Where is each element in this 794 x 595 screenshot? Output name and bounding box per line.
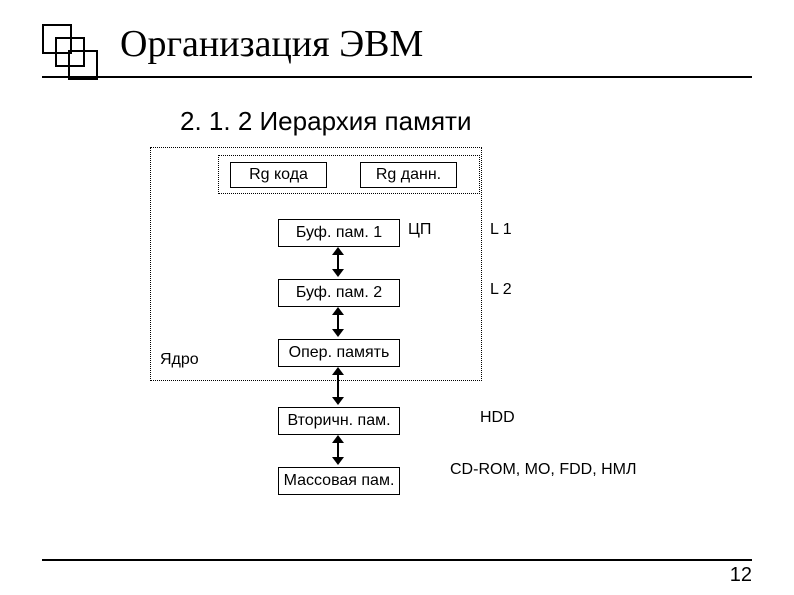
mass-box: Массовая пам. [278,467,400,495]
hdd-label: HDD [480,409,515,427]
section-subtitle: 2. 1. 2 Иерархия памяти [180,106,471,137]
mass-label: CD-ROM, MO, FDD, НМЛ [450,461,590,479]
core-label: Ядро [160,351,199,369]
core-boundary-box [150,147,482,381]
l2-label: L 2 [490,281,512,299]
secondary-box: Вторичн. пам. [278,407,400,435]
arrow-ram-secondary [332,367,344,405]
page-number: 12 [730,564,752,587]
arrow-secondary-mass [332,435,344,465]
slide: Организация ЭВМ 2. 1. 2 Иерархия памяти … [0,0,794,595]
rule-bottom [42,559,752,561]
page-title: Организация ЭВМ [120,22,423,66]
l1-label: L 1 [490,221,512,239]
logo-squares [42,24,102,84]
rule-top [42,76,752,78]
memory-hierarchy-diagram: Rg кода Rg данн. Буф. пам. 1 ЦП L 1 Буф.… [170,155,670,535]
